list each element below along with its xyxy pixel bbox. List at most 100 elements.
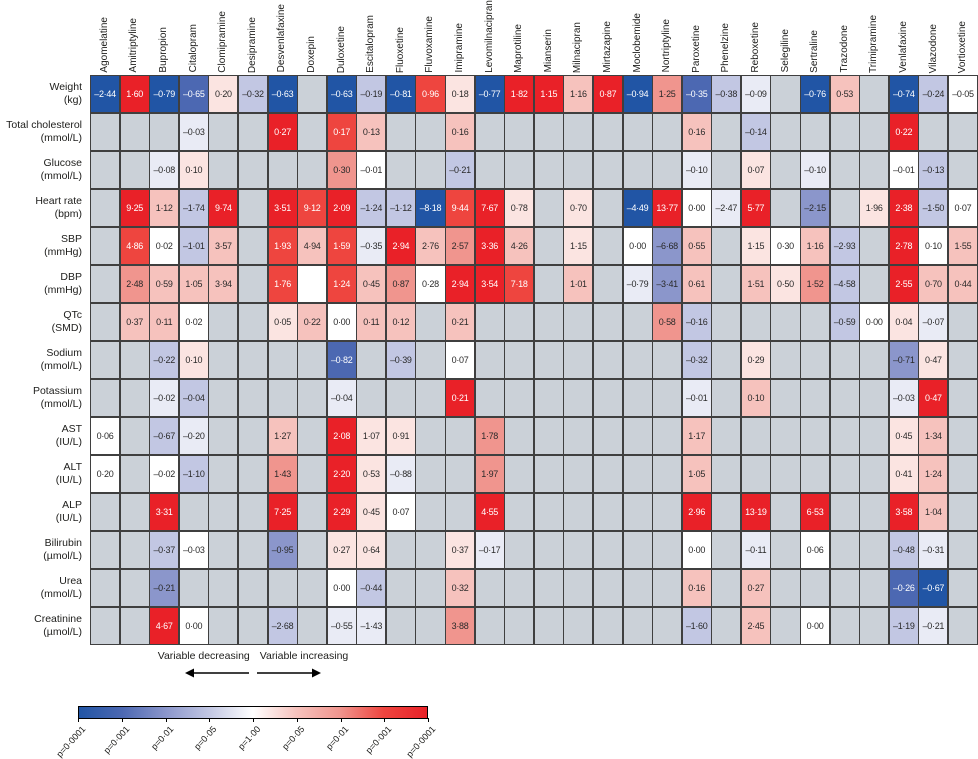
heatmap-cell xyxy=(534,379,563,417)
heatmap-cell: 0·16 xyxy=(446,113,475,151)
heatmap-cell: –0·71 xyxy=(889,341,918,379)
heatmap-cell xyxy=(593,569,622,607)
pvalue-label: p=1·00 xyxy=(236,724,263,752)
heatmap-cell xyxy=(860,76,889,113)
heatmap-cell: 1·15 xyxy=(741,227,770,265)
heatmap-cell xyxy=(120,569,149,607)
heatmap-cell xyxy=(91,151,120,189)
heatmap-cell xyxy=(416,493,445,531)
heatmap-cell: 7·18 xyxy=(505,265,534,303)
colorbar-tick xyxy=(253,718,254,722)
heatmap-cell: –0·26 xyxy=(889,569,918,607)
heatmap-cell: –0·02 xyxy=(150,455,179,493)
column-header: Fluoxetine xyxy=(386,0,416,76)
row-label-name: AST xyxy=(61,422,82,435)
column-header-label: Escitalopram xyxy=(365,15,377,73)
column-header-label: Trazodone xyxy=(838,25,850,73)
heatmap-cell xyxy=(830,417,859,455)
heatmap-cell: 4·86 xyxy=(120,227,149,265)
heatmap-cell: 0·17 xyxy=(327,113,356,151)
heatmap-cell: 0·00 xyxy=(327,303,356,341)
heatmap-cell xyxy=(120,417,149,455)
heatmap-cell xyxy=(386,379,415,417)
heatmap-cell xyxy=(593,341,622,379)
heatmap-cell: –0·44 xyxy=(357,569,386,607)
pvalue-label: p=0·05 xyxy=(279,724,307,752)
heatmap-cell: 0·78 xyxy=(505,189,534,227)
heatmap-cell xyxy=(653,151,682,189)
heatmap-cell: 1·51 xyxy=(741,265,770,303)
heatmap-cell xyxy=(534,417,563,455)
column-header: Bupropion xyxy=(149,0,179,76)
pvalue-label: p=0·001 xyxy=(363,724,394,756)
heatmap-cell xyxy=(771,151,800,189)
heatmap-cell xyxy=(238,455,267,493)
heatmap-cell: –0·32 xyxy=(238,76,267,113)
heatmap-cell: –0·21 xyxy=(919,607,948,644)
colorbar-tick xyxy=(296,718,298,722)
heatmap-cell xyxy=(564,417,593,455)
heatmap-cell xyxy=(593,303,622,341)
heatmap-cell xyxy=(771,607,800,644)
heatmap-cell: 0·58 xyxy=(653,303,682,341)
heatmap-cell xyxy=(593,151,622,189)
heatmap-cell xyxy=(593,379,622,417)
heatmap-cell: 0·16 xyxy=(682,569,711,607)
heatmap-cell: 0·00 xyxy=(623,227,652,265)
heatmap-cell: –4·49 xyxy=(623,189,652,227)
heatmap-cell xyxy=(268,341,297,379)
heatmap-cell: 2·96 xyxy=(682,493,711,531)
heatmap-cell xyxy=(593,531,622,569)
heatmap-cell xyxy=(534,151,563,189)
heatmap-cell xyxy=(209,113,238,151)
heatmap-cell: –1·10 xyxy=(179,455,208,493)
heatmap-cell: 0·61 xyxy=(682,265,711,303)
heatmap-cell: –0·38 xyxy=(712,76,741,113)
heatmap-cell xyxy=(91,303,120,341)
heatmap-cell xyxy=(120,455,149,493)
heatmap-cell xyxy=(209,569,238,607)
heatmap-cell xyxy=(505,113,534,151)
heatmap-cell xyxy=(830,341,859,379)
row-label: Glucose (mmol/L) xyxy=(0,151,86,189)
heatmap-cell: –1·12 xyxy=(386,189,415,227)
heatmap-cell: –0·79 xyxy=(623,265,652,303)
heatmap-cell xyxy=(593,113,622,151)
heatmap-cell xyxy=(653,379,682,417)
heatmap-cell: 0·02 xyxy=(179,303,208,341)
heatmap-cell: 0·00 xyxy=(860,303,889,341)
column-header-label: Vilazodone xyxy=(927,23,939,73)
heatmap-cell xyxy=(386,607,415,644)
heatmap-cell: 1·17 xyxy=(682,417,711,455)
heatmap-cell xyxy=(830,455,859,493)
heatmap-cell: 0·00 xyxy=(682,531,711,569)
heatmap-cell: 0·00 xyxy=(682,189,711,227)
heatmap-cell xyxy=(712,265,741,303)
heatmap-cell xyxy=(386,151,415,189)
heatmap-cell xyxy=(948,607,977,644)
heatmap-cell xyxy=(534,227,563,265)
heatmap-cell: 0·07 xyxy=(948,189,977,227)
column-header: Sertraline xyxy=(800,0,830,76)
heatmap-cell xyxy=(623,493,652,531)
heatmap-cell: –2·15 xyxy=(801,189,830,227)
column-header-label: Desipramine xyxy=(246,16,258,73)
heatmap-cell: 3·51 xyxy=(268,189,297,227)
heatmap-cell: 0·12 xyxy=(386,303,415,341)
heatmap-cell: 2·20 xyxy=(327,455,356,493)
heatmap-cell xyxy=(919,113,948,151)
heatmap-cell xyxy=(712,607,741,644)
heatmap-cell xyxy=(120,379,149,417)
heatmap-cell xyxy=(948,151,977,189)
heatmap-cell xyxy=(564,113,593,151)
heatmap-cell xyxy=(741,417,770,455)
heatmap-cell xyxy=(653,417,682,455)
heatmap-cell xyxy=(771,303,800,341)
heatmap-cell: –1·60 xyxy=(682,607,711,644)
heatmap-cell: –1·19 xyxy=(889,607,918,644)
heatmap-cell: –0·03 xyxy=(179,113,208,151)
heatmap-cell: 2·09 xyxy=(327,189,356,227)
heatmap-cell xyxy=(593,417,622,455)
heatmap-cell xyxy=(830,151,859,189)
